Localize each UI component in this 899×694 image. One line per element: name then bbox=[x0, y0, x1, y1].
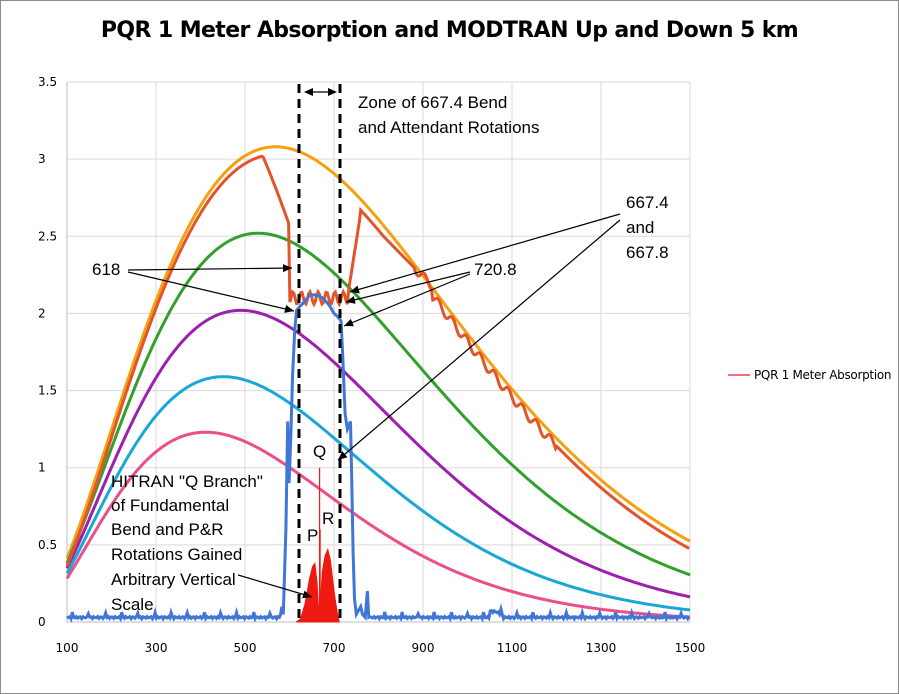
label-p: P bbox=[307, 526, 318, 545]
hitran-line3: Bend and P&R bbox=[111, 520, 223, 539]
label-618: 618 bbox=[92, 260, 120, 279]
hitran-label: HITRAN "Q Branch" of Fundamental Bend an… bbox=[111, 472, 263, 614]
arrow-618-upper-head bbox=[282, 264, 292, 273]
y-tick-3: 3 bbox=[38, 152, 46, 166]
hitran-line4: Rotations Gained bbox=[111, 545, 242, 564]
arrow-618-upper bbox=[127, 267, 293, 271]
arrow-720-lower-head bbox=[344, 318, 354, 327]
label-667-line1: 667.4 bbox=[626, 193, 669, 212]
arrow-618-lower bbox=[127, 271, 295, 312]
arrow-618-lower-head bbox=[284, 305, 294, 313]
chart-title: PQR 1 Meter Absorption and MODTRAN Up an… bbox=[100, 18, 799, 43]
hitran-line5: Arbitrary Vertical bbox=[111, 570, 236, 589]
y-tick-0.5: 0.5 bbox=[38, 538, 57, 552]
x-tick-1100: 1100 bbox=[497, 641, 528, 655]
arrow-720-upper bbox=[345, 271, 471, 303]
legend-swatch bbox=[728, 374, 750, 376]
zone-label-line2: and Attendant Rotations bbox=[358, 118, 539, 137]
x-tick-1500: 1500 bbox=[675, 641, 706, 655]
y-tick-1: 1 bbox=[38, 461, 46, 475]
x-tick-700: 700 bbox=[323, 641, 346, 655]
x-tick-100: 100 bbox=[56, 641, 79, 655]
y-tick-2: 2 bbox=[38, 306, 46, 320]
label-667-line2: and bbox=[626, 218, 654, 237]
series-green-curve bbox=[65, 231, 691, 577]
arrow-667-lower bbox=[337, 219, 621, 461]
arrow-720-upper-head bbox=[346, 295, 356, 304]
arrow-667-upper bbox=[349, 213, 621, 293]
series-hitran-pr-fill bbox=[295, 547, 340, 623]
y-tick-0: 0 bbox=[38, 615, 46, 629]
series-purple-curve bbox=[65, 308, 691, 599]
x-tick-900: 900 bbox=[412, 641, 435, 655]
arrow-720-lower bbox=[343, 273, 471, 327]
hitran-line6: Scale bbox=[111, 595, 154, 614]
data-series bbox=[65, 145, 691, 623]
gridlines bbox=[66, 81, 691, 623]
label-r: R bbox=[322, 509, 334, 528]
y-tick-1.5: 1.5 bbox=[38, 384, 57, 398]
series-red-orange-curve bbox=[65, 154, 690, 567]
label-667-line3: 667.8 bbox=[626, 243, 669, 262]
series-blue-absorption bbox=[66, 293, 691, 623]
label-667: 667.4 and 667.8 bbox=[626, 193, 669, 262]
arrow-hitran bbox=[237, 574, 313, 598]
zone-label: Zone of 667.4 Bend and Attendant Rotatio… bbox=[358, 93, 539, 137]
label-q: Q bbox=[313, 442, 326, 461]
arrow-667-lower-head bbox=[338, 451, 348, 460]
legend-label: PQR 1 Meter Absorption bbox=[754, 368, 892, 382]
series-cyan-curve bbox=[65, 375, 691, 612]
x-tick-1300: 1300 bbox=[586, 641, 617, 655]
legend: PQR 1 Meter Absorption bbox=[728, 368, 892, 382]
hitran-line1: HITRAN "Q Branch" bbox=[111, 472, 263, 491]
hitran-line2: of Fundamental bbox=[111, 496, 229, 515]
label-720: 720.8 bbox=[474, 260, 517, 279]
y-tick-3.5: 3.5 bbox=[38, 75, 57, 89]
y-tick-2.5: 2.5 bbox=[38, 229, 57, 243]
x-tick-300: 300 bbox=[145, 641, 168, 655]
zone-label-line1: Zone of 667.4 Bend bbox=[358, 93, 507, 112]
arrow-hitran-head bbox=[302, 590, 312, 599]
arrow-667-upper-head bbox=[350, 285, 360, 294]
x-tick-500: 500 bbox=[234, 641, 257, 655]
axis-ticks: 100 300 500 700 900 1100 1300 1500 0 0.5 1 1.5 2 2.5 3… bbox=[38, 75, 705, 655]
series-pink-curve bbox=[65, 430, 691, 619]
zone-width-arrow-left-head bbox=[304, 88, 313, 96]
annotation-arrows bbox=[127, 88, 621, 599]
zone-width-arrow-right-head bbox=[328, 88, 337, 96]
series-orange-curve bbox=[65, 145, 691, 559]
